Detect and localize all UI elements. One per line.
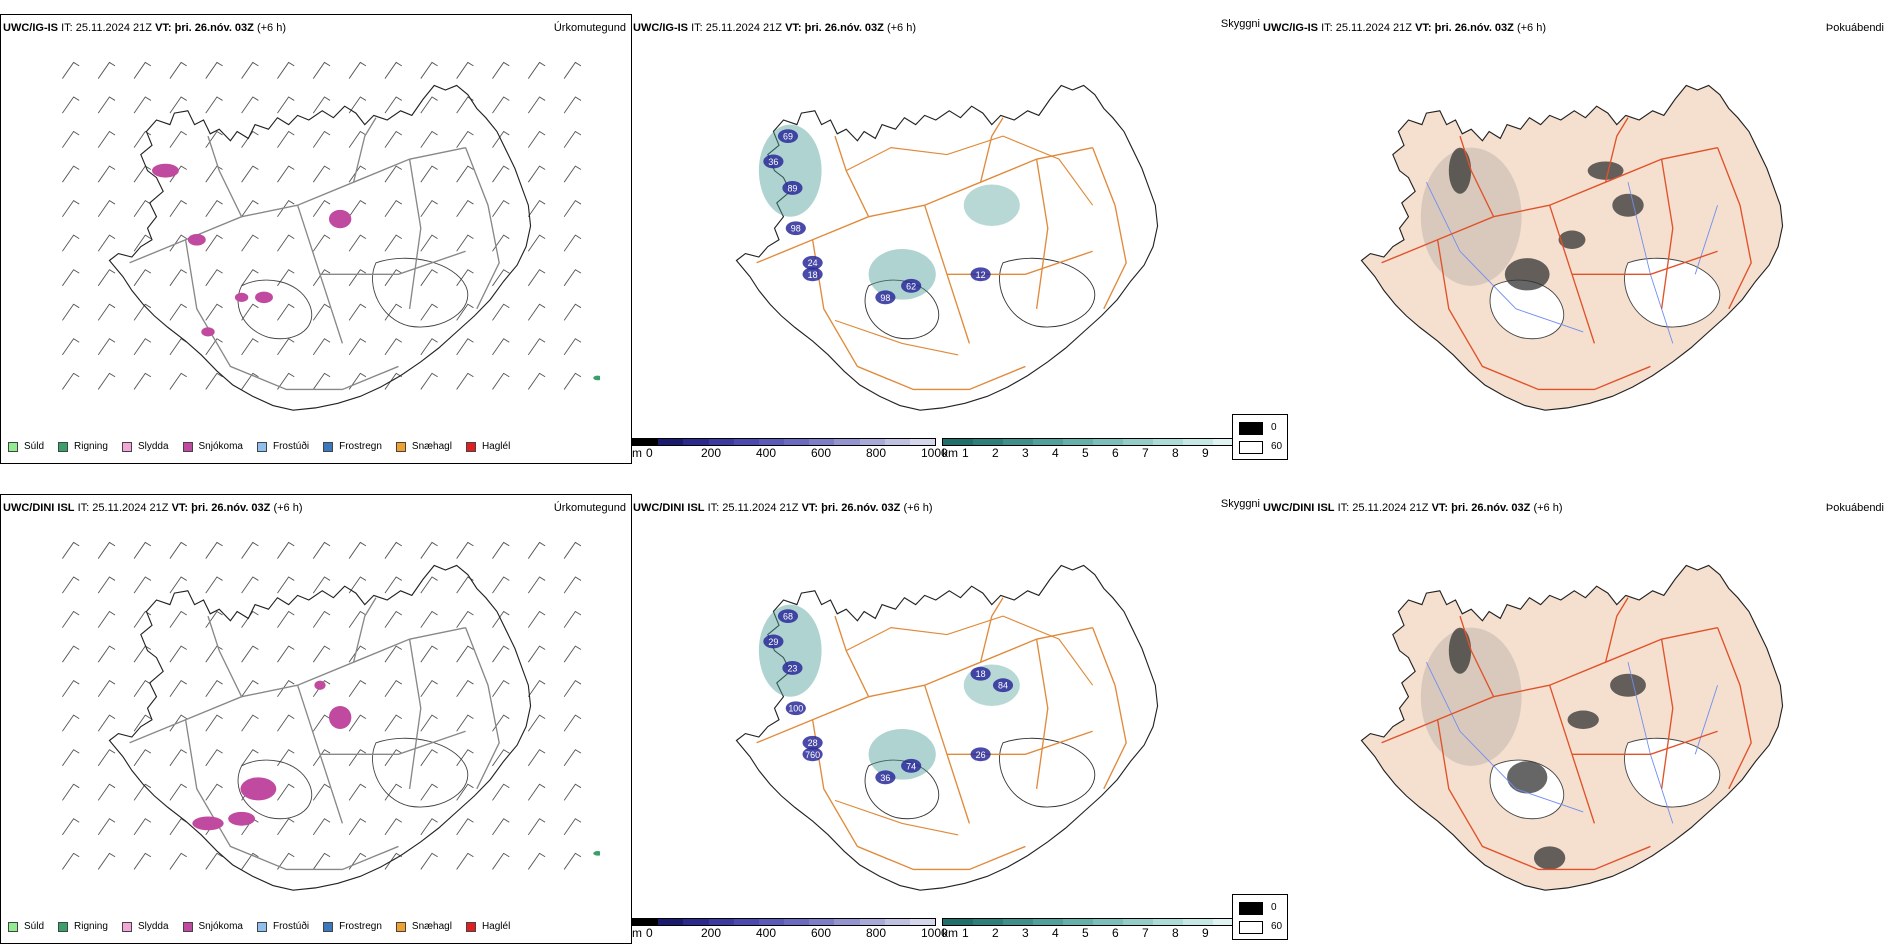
snowfall-area	[192, 816, 224, 831]
panel-title: Úrkomutegund	[553, 22, 626, 34]
map-value-label: 89	[787, 183, 797, 193]
legend-item: Snjókoma	[182, 921, 243, 932]
height-colorbar	[632, 918, 936, 926]
map-value-label: 98	[880, 293, 890, 303]
fog-area	[1610, 673, 1646, 697]
map-value-label: 74	[906, 761, 916, 771]
visibility-panel: UWC/DINI ISL IT: 25.11.2024 21Z VT: þri.…	[632, 498, 1260, 940]
snowfall-area	[328, 209, 352, 229]
panel-header: UWC/DINI ISL IT: 25.11.2024 21Z VT: þri.…	[1263, 502, 1563, 514]
map-value-label: 98	[791, 224, 801, 234]
panel-title: Skyggni	[1220, 18, 1260, 30]
fog-area	[1448, 147, 1472, 194]
panel-header: UWC/DINI ISL IT: 25.11.2024 21Z VT: þri.…	[3, 502, 303, 514]
fog-area	[1567, 710, 1599, 729]
map-value-label: 12	[976, 270, 986, 280]
map-value-label: 28	[808, 738, 818, 748]
fog-area	[1448, 627, 1472, 674]
legend-item: Haglél	[465, 441, 510, 452]
map-value-label: 36	[768, 157, 778, 167]
snowfall-area	[201, 327, 215, 337]
snowfall-area	[228, 811, 256, 826]
legend-item: Snæhagl	[395, 441, 452, 452]
legend-item: Snæhagl	[395, 921, 452, 932]
panel-header: UWC/DINI ISL IT: 25.11.2024 21Z VT: þri.…	[633, 502, 933, 514]
precip-type-panel: UWC/IG-IS IT: 25.11.2024 21Z VT: þri. 26…	[0, 14, 632, 464]
snowfall-area	[187, 234, 206, 246]
map-value-label: 760	[805, 750, 820, 760]
map-value-label: 84	[998, 681, 1008, 691]
panel-title: Úrkomutegund	[553, 502, 626, 514]
map-value-label: 18	[976, 669, 986, 679]
legend-item: Frostúði	[256, 441, 309, 452]
map-value-label: 69	[783, 131, 793, 141]
fog-area	[1558, 230, 1586, 249]
map-value-label: 29	[768, 637, 778, 647]
legend-item: Snjókoma	[182, 441, 243, 452]
iceland-outline	[108, 84, 532, 411]
visibility-colorbar	[942, 918, 1244, 926]
map-value-label: 26	[976, 750, 986, 760]
panel-title: Skyggni	[1220, 498, 1260, 510]
map-value-label: 68	[783, 611, 793, 621]
fog-area	[1612, 193, 1644, 217]
map-value-label: 23	[787, 663, 797, 673]
map-value-label: 18	[808, 270, 818, 280]
map-value-label: 36	[880, 773, 890, 783]
snowfall-area	[255, 291, 273, 304]
fog-index-panel: UWC/IG-IS IT: 25.11.2024 21Z VT: þri. 26…	[1232, 14, 1900, 464]
panel-header: UWC/IG-IS IT: 25.11.2024 21Z VT: þri. 26…	[1263, 22, 1547, 34]
map-value-label: 24	[808, 258, 818, 268]
map-value-label: 100	[788, 704, 803, 714]
panel-header: UWC/IG-IS IT: 25.11.2024 21Z VT: þri. 26…	[3, 22, 287, 34]
fog-area	[1504, 258, 1550, 291]
visibility-panel: UWC/IG-IS IT: 25.11.2024 21Z VT: þri. 26…	[632, 18, 1260, 460]
snowfall-area	[314, 680, 326, 690]
snowfall-area	[234, 292, 249, 302]
legend-item: Slydda	[121, 921, 169, 932]
precip-type-panel: UWC/DINI ISL IT: 25.11.2024 21Z VT: þri.…	[0, 494, 632, 944]
height-colorbar	[632, 438, 936, 446]
legend-item: Súld	[8, 441, 44, 452]
legend-item: Haglél	[465, 921, 510, 932]
legend-item: Frostúði	[256, 921, 309, 932]
legend-item: Slydda	[121, 441, 169, 452]
snowfall-area	[328, 705, 352, 729]
panel-title: Þokuábendi	[1825, 502, 1884, 514]
legend-item: Frostregn	[323, 441, 382, 452]
fog-legend: 0 60	[1232, 894, 1288, 940]
panel-title: Þokuábendi	[1825, 22, 1884, 34]
map-value-label: 62	[906, 281, 916, 291]
fog-area	[1507, 761, 1548, 794]
precip-legend: Súld Rigning Slydda Snjókoma Frostúði Fr…	[8, 441, 524, 452]
snowfall-area	[152, 163, 179, 178]
panel-header: UWC/IG-IS IT: 25.11.2024 21Z VT: þri. 26…	[633, 22, 917, 34]
legend-item: Rigning	[58, 441, 108, 452]
legend-item: Rigning	[58, 921, 108, 932]
snowfall-area	[240, 777, 277, 801]
precip-legend: Súld Rigning Slydda Snjókoma Frostúði Fr…	[8, 921, 524, 932]
visibility-colorbar	[942, 438, 1244, 446]
iceland-outline	[108, 564, 532, 891]
fog-area	[1587, 161, 1624, 180]
legend-item: Súld	[8, 921, 44, 932]
fog-area	[1533, 846, 1566, 870]
fog-legend: 0 60	[1232, 414, 1288, 460]
fog-index-panel: UWC/DINI ISL IT: 25.11.2024 21Z VT: þri.…	[1232, 494, 1900, 944]
legend-item: Frostregn	[323, 921, 382, 932]
